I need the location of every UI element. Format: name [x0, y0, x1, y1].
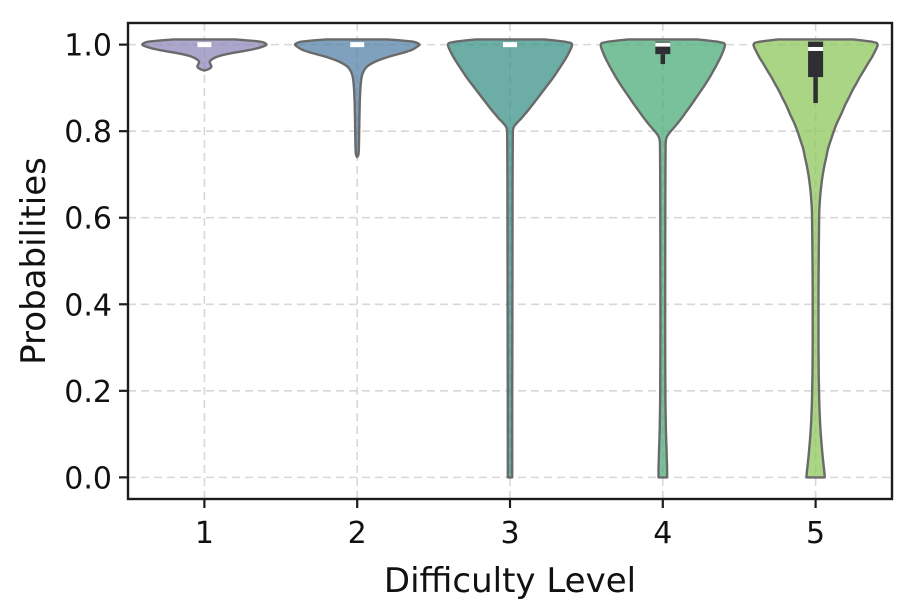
violin-5-median-line [808, 46, 824, 51]
y-tick-label-0.2: 0.2 [64, 375, 112, 410]
violin-4-median-line [655, 42, 671, 47]
violin-1-median-marker [197, 42, 212, 48]
y-tick-label-0.8: 0.8 [64, 115, 112, 150]
violin-4 [599, 38, 727, 479]
x-tick-label-2: 2 [348, 516, 367, 551]
violin-1 [141, 38, 268, 72]
tick-layer [119, 43, 817, 508]
y-tick-label-0.6: 0.6 [64, 202, 112, 237]
violin-3-median-marker [503, 42, 517, 48]
violin-5 [752, 38, 879, 479]
violin-3 [446, 38, 574, 479]
x-tick-label-5: 5 [806, 516, 825, 551]
x-tick-label-1: 1 [195, 516, 214, 551]
y-tick-label-0.4: 0.4 [64, 288, 112, 323]
violin-2-median-marker [350, 42, 365, 48]
violin-2 [293, 38, 421, 159]
violin-layer [141, 38, 879, 479]
x-tick-label-4: 4 [653, 516, 672, 551]
violin-5-box [808, 41, 824, 78]
y-axis-label: Probabilities [14, 157, 54, 365]
tick-label-layer: 0.0 0.2 0.4 0.6 0.8 1.0 1 2 3 4 5 [64, 29, 825, 551]
boxplot-layer [197, 41, 824, 104]
x-axis-label: Difficulty Level [384, 561, 636, 601]
y-tick-label-1.0: 1.0 [64, 29, 112, 64]
x-tick-label-3: 3 [500, 516, 519, 551]
y-tick-label-0.0: 0.0 [64, 461, 112, 496]
